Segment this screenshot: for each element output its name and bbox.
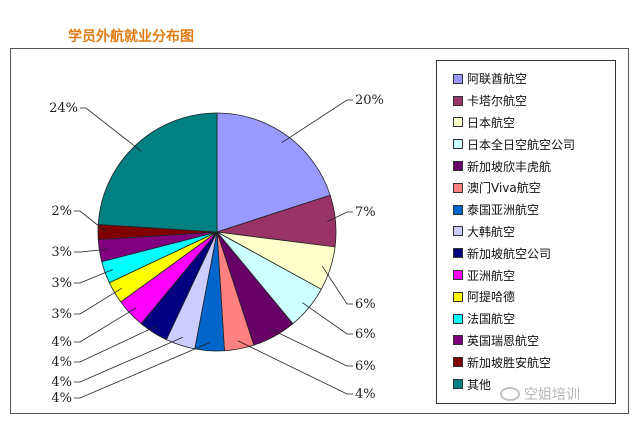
percent-label: 4% xyxy=(51,391,72,406)
leader-line xyxy=(302,302,353,335)
legend-label: 新加坡欣丰虎航 xyxy=(467,159,552,174)
leader-line xyxy=(74,248,108,253)
percent-label: 4% xyxy=(51,335,72,350)
legend: 阿联酋航空卡塔尔航空日本航空日本全日空航空公司 新加坡欣丰虎航 澳门Viva航空 泰国… xyxy=(436,60,616,404)
leader-line xyxy=(74,210,107,233)
legend-swatch xyxy=(453,248,463,259)
leader-line xyxy=(74,307,137,343)
legend-item: 澳门Viva航空 xyxy=(453,177,615,199)
percent-label: 20% xyxy=(355,93,384,108)
leader-lines xyxy=(74,99,353,399)
percent-labels: 20%7%6%6%6%4%4%4%4%4%3%3%3%2%24% xyxy=(49,93,384,406)
legend-swatch xyxy=(453,313,463,324)
watermark-text: 空姐培训 xyxy=(524,387,580,403)
legend-swatch xyxy=(453,335,463,346)
legend-item: 新加坡航空公司 xyxy=(453,242,615,264)
percent-label: 3% xyxy=(51,307,72,322)
percent-label: 6% xyxy=(355,327,376,342)
legend-swatch xyxy=(453,161,463,172)
chart-title: 学员外航就业分布图 xyxy=(68,29,194,45)
legend-label: 日本航空 xyxy=(467,115,516,130)
leader-line xyxy=(74,325,158,363)
legend-label: 英国瑞恩航空 xyxy=(467,333,540,348)
leader-line xyxy=(74,269,114,284)
leader-line xyxy=(74,287,122,315)
pie-slice xyxy=(97,112,218,233)
legend-item: 亚洲航空 xyxy=(453,264,615,286)
leader-line xyxy=(270,328,353,367)
legend-swatch xyxy=(453,204,463,215)
leader-line xyxy=(74,342,211,399)
legend-label: 阿联酋航空 xyxy=(467,72,528,87)
legend-item: 其他 xyxy=(453,373,615,395)
legend-swatch xyxy=(453,182,463,193)
legend-item: 新加坡胜安航空 xyxy=(453,351,615,373)
wechat-icon xyxy=(500,387,520,401)
percent-label: 7% xyxy=(355,205,376,220)
leader-line xyxy=(281,99,353,143)
legend-swatch xyxy=(453,73,463,84)
legend-item: 大韩航空 xyxy=(453,221,615,243)
legend-label: 亚洲航空 xyxy=(467,268,516,283)
legend-item: 日本全日空航空公司 xyxy=(453,133,615,155)
legend-label: 法国航空 xyxy=(467,312,516,327)
legend-label: 泰国亚洲航空 xyxy=(467,203,540,218)
legend-item: 日本航空 xyxy=(453,112,615,134)
legend-item: 阿提哈德 xyxy=(453,286,615,308)
percent-label: 4% xyxy=(355,387,376,402)
pie-slice xyxy=(216,112,331,233)
legend-label: 其他 xyxy=(467,377,492,392)
legend-item: 新加坡欣丰虎航 xyxy=(453,155,615,177)
legend-swatch xyxy=(453,270,463,281)
legend-swatch xyxy=(453,357,463,368)
watermark: 空姐培训 xyxy=(500,384,580,404)
legend-item: 阿联酋航空 xyxy=(453,68,615,90)
percent-label: 4% xyxy=(51,355,72,370)
pie-slices xyxy=(97,112,337,352)
legend-label: 新加坡航空公司 xyxy=(467,246,552,261)
legend-label: 澳门Viva航空 xyxy=(467,181,541,196)
legend-swatch xyxy=(453,117,463,128)
percent-label: 3% xyxy=(51,276,72,291)
legend-item: 泰国亚洲航空 xyxy=(453,199,615,221)
leader-line xyxy=(321,265,353,305)
percent-label: 3% xyxy=(51,245,72,260)
legend-swatch xyxy=(453,95,463,106)
leader-line xyxy=(237,340,353,395)
leader-line xyxy=(80,107,142,152)
legend-label: 新加坡胜安航空 xyxy=(467,355,552,370)
legend-swatch xyxy=(453,226,463,237)
percent-label: 24% xyxy=(49,101,78,116)
legend-item: 英国瑞恩航空 xyxy=(453,330,615,352)
leader-line xyxy=(327,211,353,222)
legend-item: 卡塔尔航空 xyxy=(453,90,615,112)
legend-label: 大韩航空 xyxy=(467,224,516,239)
percent-label: 6% xyxy=(355,297,376,312)
legend-label: 日本全日空航空公司 xyxy=(467,137,576,152)
legend-swatch xyxy=(453,379,463,390)
legend-label: 阿提哈德 xyxy=(467,290,516,305)
percent-label: 4% xyxy=(51,375,72,390)
legend-label: 卡塔尔航空 xyxy=(467,94,528,109)
legend-swatch xyxy=(453,139,463,150)
leader-line xyxy=(74,336,183,383)
legend-item: 法国航空 xyxy=(453,308,615,330)
percent-label: 2% xyxy=(51,204,72,219)
legend-swatch xyxy=(453,291,463,302)
percent-label: 6% xyxy=(355,359,376,374)
